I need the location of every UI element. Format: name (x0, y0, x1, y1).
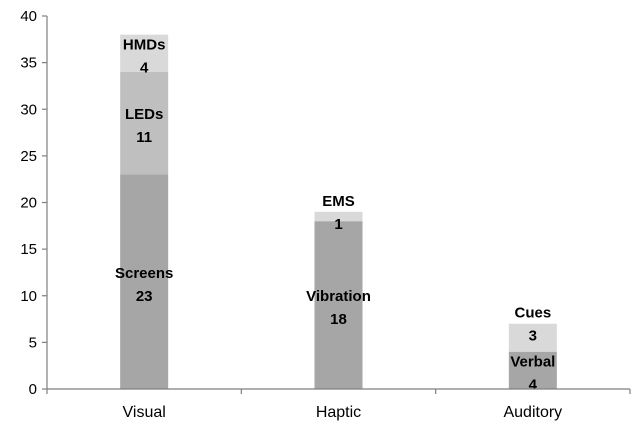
segment-name-label: Cues (514, 305, 551, 322)
segment-name-label: Vibration (306, 288, 371, 305)
segment-value-label: 23 (136, 288, 153, 305)
x-category-label: Auditory (503, 404, 562, 421)
segment-name-label: Screens (115, 265, 173, 282)
bar-segment-hmds (120, 34, 169, 72)
bar-segment-ems (314, 211, 363, 222)
segment-value-label: 18 (330, 311, 347, 328)
bars-group (120, 34, 557, 389)
bar-segment-vibration (314, 221, 363, 389)
axes-group: 0 5 10 15 20 25 30 35 40 Visual Haptic Auditory (20, 8, 631, 421)
segment-name-label: Verbal (510, 353, 555, 370)
y-tick-label: 35 (20, 55, 37, 72)
x-category-label: Haptic (316, 404, 361, 421)
segment-value-label: 1 (334, 216, 342, 233)
y-tick-label: 15 (20, 241, 37, 258)
segment-value-label: 4 (140, 59, 149, 76)
segment-value-label: 11 (136, 129, 152, 146)
segment-value-label: 4 (529, 376, 538, 393)
segment-name-label: HMDs (123, 36, 166, 53)
y-tick-label: 40 (20, 8, 37, 25)
segment-name-label: EMS (322, 193, 355, 210)
segment-labels-group: Screens 23 LEDs 11 HMDs 4 Vibration 18 EMS 1 Verba… (115, 36, 555, 393)
y-tick-label: 5 (29, 334, 37, 351)
y-tick-label: 10 (20, 288, 37, 305)
y-tick-label: 30 (20, 101, 37, 118)
y-tick-label: 0 (29, 381, 37, 398)
y-tick-label: 25 (20, 148, 37, 165)
bar-segment-cues (508, 323, 557, 352)
x-category-label: Visual (123, 404, 166, 421)
segment-value-label: 3 (529, 328, 537, 345)
y-tick-label: 20 (20, 195, 37, 212)
bar-segment-screens (120, 174, 169, 389)
bar-segment-leds (120, 71, 169, 175)
bar-segment-verbal (508, 351, 557, 389)
segment-name-label: LEDs (125, 106, 163, 123)
